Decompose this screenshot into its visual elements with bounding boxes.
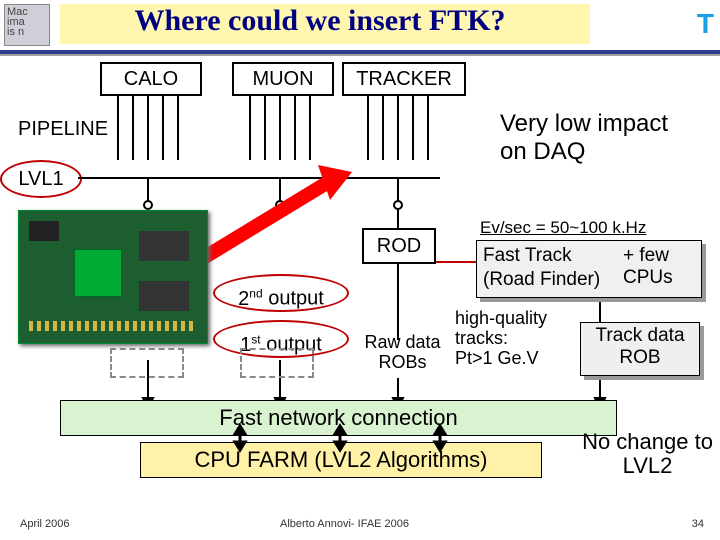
footer-mid: Alberto Annovi- IFAE 2006	[280, 518, 409, 530]
footer-right: 34	[692, 518, 704, 530]
farm-arrows	[0, 0, 720, 500]
no-change-lvl2: No change to LVL2	[580, 430, 715, 478]
footer-left: April 2006	[20, 518, 70, 530]
